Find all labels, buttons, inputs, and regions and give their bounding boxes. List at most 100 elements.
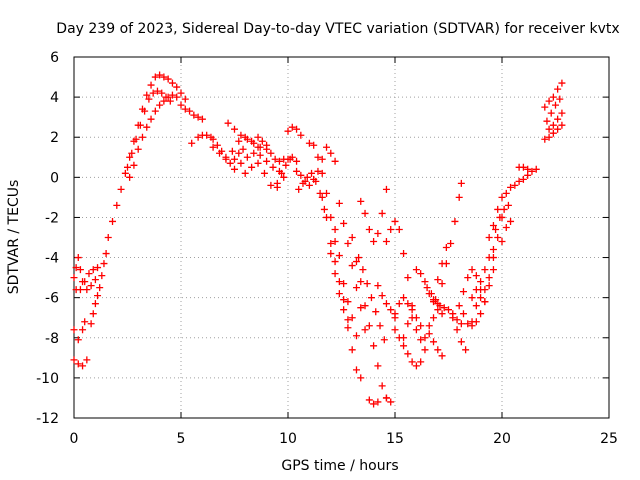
- data-point: [85, 270, 93, 278]
- data-point: [453, 316, 461, 324]
- y-tick-label: -12: [36, 411, 59, 427]
- data-point: [76, 266, 84, 274]
- data-point: [519, 163, 527, 171]
- data-point: [81, 278, 89, 286]
- data-point: [511, 181, 519, 189]
- data-point: [457, 338, 465, 346]
- data-point: [365, 225, 373, 233]
- data-point: [449, 314, 457, 322]
- data-point: [344, 298, 352, 306]
- data-point: [327, 250, 335, 258]
- data-point: [239, 145, 247, 153]
- x-tick-label: 10: [279, 431, 297, 447]
- data-point: [331, 258, 339, 266]
- data-point: [141, 107, 149, 115]
- data-point: [134, 145, 142, 153]
- data-point: [79, 326, 87, 334]
- data-point: [352, 258, 360, 266]
- data-point: [94, 264, 102, 272]
- data-point: [70, 326, 78, 334]
- data-point: [507, 217, 515, 225]
- axis-ticks: [73, 56, 610, 419]
- data-point: [89, 266, 97, 274]
- data-point: [243, 153, 251, 161]
- data-point: [391, 326, 399, 334]
- data-point: [83, 286, 91, 294]
- data-point: [421, 334, 429, 342]
- data-point: [391, 217, 399, 225]
- y-tick-label: -6: [45, 291, 59, 307]
- data-point: [145, 95, 153, 103]
- data-point: [425, 330, 433, 338]
- data-point: [400, 250, 408, 258]
- data-point: [494, 234, 502, 241]
- data-point: [400, 334, 408, 342]
- data-point: [305, 181, 313, 189]
- y-tick-label: -4: [45, 251, 59, 267]
- data-point: [549, 121, 557, 129]
- data-point: [549, 93, 557, 101]
- data-point: [359, 266, 367, 274]
- data-point: [459, 288, 467, 296]
- data-point: [515, 177, 523, 185]
- data-point: [231, 125, 238, 133]
- data-point: [500, 205, 508, 213]
- data-point: [130, 161, 138, 169]
- data-point: [263, 157, 271, 165]
- x-tick-label: 20: [493, 431, 511, 447]
- data-point: [348, 314, 356, 322]
- data-point: [363, 280, 371, 288]
- data-point: [400, 342, 408, 350]
- data-point: [94, 292, 102, 300]
- data-point: [455, 302, 463, 310]
- data-point: [181, 105, 189, 113]
- data-point: [417, 358, 425, 366]
- data-point: [408, 358, 416, 366]
- data-point: [156, 101, 164, 109]
- data-point: [430, 314, 438, 322]
- data-point: [361, 326, 369, 334]
- data-point: [293, 125, 301, 133]
- data-point: [408, 314, 416, 322]
- data-point: [404, 300, 412, 308]
- data-point: [387, 398, 395, 406]
- data-point: [485, 274, 493, 282]
- data-point: [224, 119, 232, 127]
- data-point: [109, 217, 117, 225]
- data-point: [468, 322, 476, 330]
- data-point: [367, 294, 375, 302]
- data-point: [472, 302, 480, 310]
- data-point: [528, 167, 536, 175]
- x-tick-label: 25: [600, 431, 618, 447]
- data-point: [489, 266, 497, 274]
- data-point: [173, 93, 181, 101]
- data-point: [477, 278, 485, 286]
- x-tick-labels: 0 5 10 15 20 25: [70, 431, 618, 447]
- data-point: [494, 205, 502, 213]
- data-point: [323, 143, 331, 151]
- data-point: [412, 266, 420, 274]
- data-point: [70, 274, 78, 282]
- data-point: [254, 159, 262, 167]
- data-point: [168, 79, 176, 87]
- data-point: [194, 113, 202, 121]
- data-point: [447, 240, 455, 248]
- x-tick-label: 15: [386, 431, 404, 447]
- data-point: [237, 131, 245, 139]
- data-point: [462, 346, 470, 354]
- data-point: [344, 324, 352, 332]
- data-point: [235, 149, 243, 157]
- data-point: [552, 101, 559, 109]
- data-point: [423, 284, 431, 292]
- data-point: [453, 326, 461, 334]
- data-point: [314, 167, 322, 175]
- data-point: [417, 336, 425, 344]
- data-point: [156, 71, 164, 79]
- data-point: [151, 73, 159, 81]
- data-point: [481, 266, 489, 274]
- data-point: [318, 169, 326, 177]
- data-point: [370, 342, 378, 350]
- data-point: [198, 115, 206, 123]
- data-point: [316, 189, 324, 197]
- data-point: [524, 165, 532, 173]
